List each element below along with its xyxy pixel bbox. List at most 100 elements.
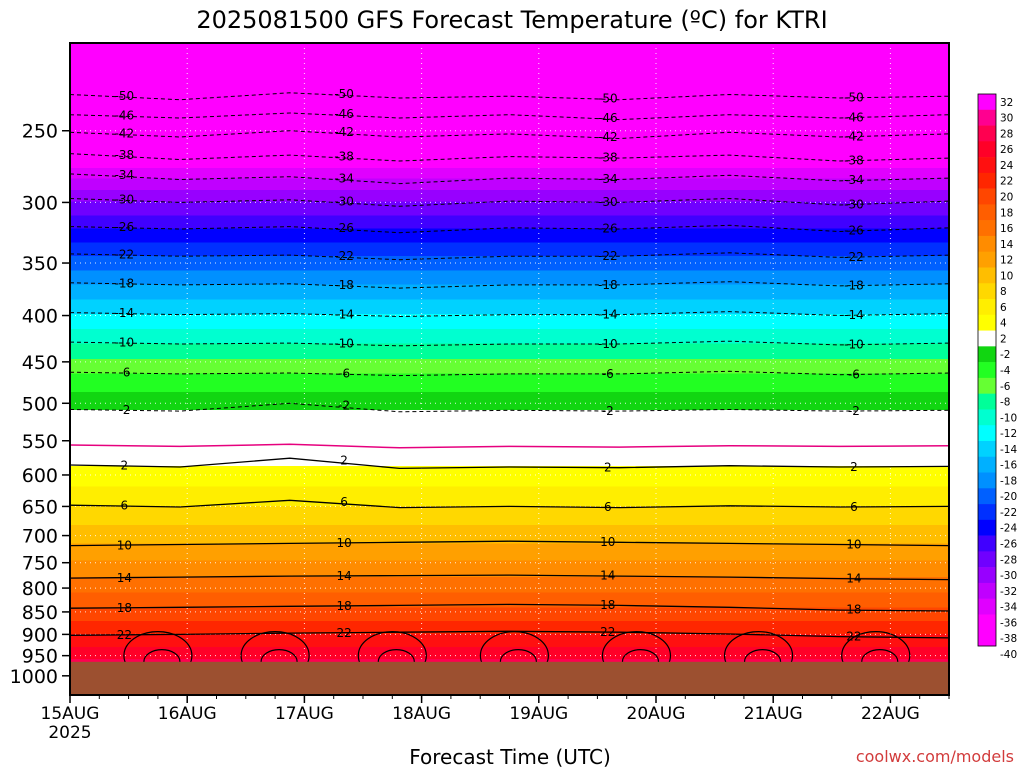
colorbar-label: -16 [1000,460,1017,472]
color-bar: 32 30 28 26 24 22 20 18 16 14 12 10 8 6 4 2 -2 -4 -6 -8 -10 -… [977,93,1017,661]
contour-label: 22 [117,628,132,642]
x-tick-label: 16AUG [158,704,217,724]
contour-label: -42 [598,130,618,144]
colorbar-label: -32 [1000,586,1017,598]
contour-label: 6 [340,495,348,509]
contour-label: 2 [340,454,348,468]
contour-label: -2 [848,404,860,418]
colorbar-swatch [978,393,996,410]
colorbar-swatch [978,172,996,189]
colorbar-swatch [978,94,996,111]
contour-label: 6 [850,500,858,514]
contour-label: -46 [598,111,618,125]
y-tick-label: 800 [22,578,58,600]
colorbar-swatch [978,188,996,205]
grid-lines [70,43,949,695]
colorbar-swatch [978,109,996,126]
contour-label: -6 [848,367,860,381]
contour-label: -38 [334,150,354,164]
colorbar-swatch [978,551,996,568]
colorbar-swatch [978,519,996,536]
contour-label: -50 [598,91,618,105]
contour-label: -14 [598,308,618,322]
contour-label: -6 [338,367,350,381]
contour-label: -10 [844,337,864,351]
contour-label: 10 [117,538,132,552]
colorbar-label: -10 [1000,412,1017,424]
colorbar-swatch [978,504,996,521]
colorbar-label: -34 [1000,602,1017,614]
colorbar-swatch [978,488,996,505]
y-tick-label: 850 [22,602,58,624]
contour-label: -6 [602,367,614,381]
contour-label: -2 [338,398,350,412]
colorbar-label: -28 [1000,554,1017,566]
contour-label: -46 [334,107,354,121]
colorbar-label: -22 [1000,507,1017,519]
contour-label: 6 [121,499,129,513]
colorbar-label: -20 [1000,491,1017,503]
colorbar-label: -2 [1000,349,1010,361]
contour-freezing [70,443,949,449]
y-tick-label: 650 [22,496,58,518]
contour-label: 2 [121,458,129,472]
contour-label: -18 [334,278,354,292]
contour-label: -42 [115,126,135,140]
contour-lines: -50 -50 -50 -50 -46 -46 -46 -46 -42 -42 -42 -42 -38 -… [70,87,949,681]
y-tick-label: 1000 [10,666,58,688]
colorbar-swatch [978,567,996,584]
contour-label: -38 [844,153,864,167]
contour-label: 10 [600,535,615,549]
contour-label: 14 [600,569,615,583]
colorbar-swatch [978,425,996,442]
contour-label: -46 [115,108,135,122]
colorbar-swatch [978,582,996,599]
y-tick-label: 900 [22,624,58,646]
colorbar-label: -18 [1000,475,1017,487]
contour-label: -50 [115,89,135,103]
x-tick-label: 19AUG [509,704,568,724]
temperature-field [70,43,949,695]
contour-label: -10 [334,337,354,351]
contour-solid [70,574,949,581]
colorbar-label: 14 [1000,239,1014,251]
colorbar-label: -36 [1000,617,1017,629]
colorbar-swatch [978,141,996,158]
x-tick-label: 15AUG [41,704,100,724]
colorbar-label: -30 [1000,570,1017,582]
y-tick-label: 700 [22,526,58,548]
x-axis-label: Forecast Time (UTC) [409,745,611,768]
colorbar-swatch [978,235,996,253]
colorbar-label: 4 [1000,318,1007,330]
colorbar-swatch [978,456,996,473]
contour-label: -26 [115,220,135,234]
colorbar-label: -26 [1000,538,1017,550]
contour-label: 18 [117,601,132,615]
contour-label: -22 [844,250,864,264]
contour-solid [70,457,949,470]
y-tick-label: 750 [22,553,58,575]
contour-label: 10 [846,537,861,551]
y-tick-label: 350 [22,253,58,275]
colorbar-label: 26 [1000,144,1014,156]
y-tick-label: 950 [22,646,58,668]
y-tick-label: 300 [22,192,58,214]
colorbar-swatch [978,409,996,426]
plot-area: -50 -50 -50 -50 -46 -46 -46 -46 -42 -42 -42 -42 -38 -… [70,43,949,695]
contour-label: 14 [336,569,351,583]
colorbar-swatch [978,299,996,316]
contour-label: -30 [598,195,618,209]
colorbar-swatch [978,377,996,394]
contour-solid [70,603,949,612]
colorbar-swatch [978,535,996,552]
contour-label: -30 [844,197,864,211]
y-tick-label: 250 [22,121,58,143]
contour-label: -10 [598,337,618,351]
colorbar-label: -40 [1000,649,1017,661]
contour-label: 14 [117,571,132,585]
colorbar-label: -38 [1000,633,1017,645]
colorbar-label: -14 [1000,444,1017,456]
contour-label: -26 [598,222,618,236]
contour-label: -14 [115,306,135,320]
